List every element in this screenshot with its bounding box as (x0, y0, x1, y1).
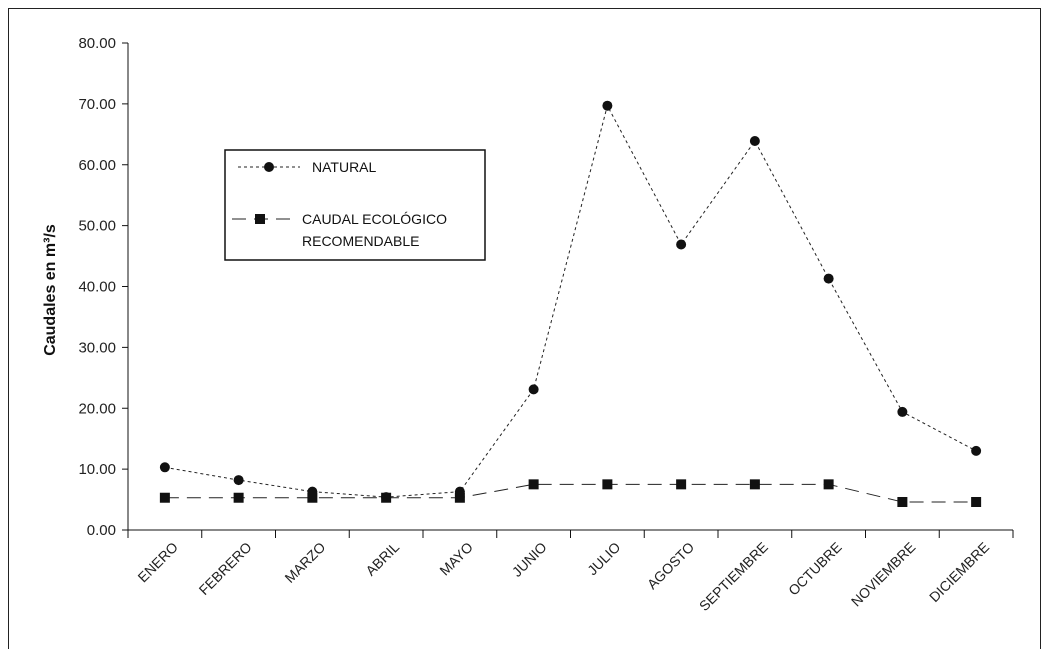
x-tick-label: MARZO (281, 539, 328, 586)
data-point-caudal-ecologico (749, 479, 760, 490)
data-point-caudal-ecologico (528, 479, 539, 490)
series-lines (164, 104, 977, 503)
x-tick-label: SEPTIEMBRE (696, 539, 771, 614)
x-tick-label: ENERO (134, 539, 181, 586)
y-axis-label: Caudales en m³/s (42, 224, 59, 356)
series-markers (159, 100, 982, 507)
y-tick-label: 20.00 (78, 400, 116, 417)
data-point-natural (233, 475, 244, 486)
data-point-natural (159, 462, 170, 473)
legend-natural-marker (264, 162, 274, 172)
legend-caudal-marker (255, 214, 265, 224)
data-point-natural (602, 100, 613, 111)
x-tick-label: FEBRERO (196, 539, 255, 598)
axes (127, 43, 1013, 531)
y-tick-label: 70.00 (78, 96, 116, 113)
data-point-natural (528, 384, 539, 395)
data-point-natural (823, 273, 834, 284)
data-point-natural (897, 406, 908, 417)
y-tick-label: 60.00 (78, 157, 116, 174)
data-point-caudal-ecologico (971, 496, 982, 507)
legend: NATURAL CAUDAL ECOLÓGICO RECOMENDABLE (224, 149, 486, 261)
data-point-natural (971, 445, 982, 456)
legend-caudal-label-line2: RECOMENDABLE (302, 233, 419, 249)
x-tick-label: AGOSTO (644, 539, 698, 593)
y-tick-label: 0.00 (87, 522, 116, 539)
x-tick-label: JULIO (584, 539, 623, 578)
data-point-natural (676, 239, 687, 250)
data-point-caudal-ecologico (602, 479, 613, 490)
legend-caudal-label-line1: CAUDAL ECOLÓGICO (302, 211, 447, 227)
y-axis-ticks: 0.00 10.00 20.00 30.00 40.00 50.00 60.00 70.00 8… (78, 35, 128, 539)
data-point-caudal-ecologico (897, 496, 908, 507)
x-tick-label: NOVIEMBRE (848, 539, 919, 610)
x-tick-label: JUNIO (509, 539, 550, 580)
x-tick-label: DICIEMBRE (926, 539, 992, 605)
data-point-caudal-ecologico (676, 479, 687, 490)
data-point-caudal-ecologico (159, 492, 170, 503)
x-tick-label: MAYO (436, 539, 476, 579)
x-tick-label: OCTUBRE (785, 539, 845, 599)
data-point-natural (749, 136, 760, 147)
x-tick-label: ABRIL (362, 539, 402, 579)
chart-frame (8, 8, 1041, 649)
x-axis-ticks: ENERO FEBRERO MARZO ABRIL MAYO JUNIO JULIO AGOS… (127, 530, 1014, 614)
y-tick-label: 40.00 (78, 279, 116, 296)
y-tick-label: 80.00 (78, 35, 116, 52)
series-line-caudal-ecologico (164, 483, 977, 503)
y-tick-label: 50.00 (78, 218, 116, 235)
data-point-caudal-ecologico (381, 492, 392, 503)
data-point-caudal-ecologico (307, 492, 318, 503)
y-tick-label: 30.00 (78, 339, 116, 356)
y-tick-label: 10.00 (78, 461, 116, 478)
data-point-caudal-ecologico (823, 479, 834, 490)
legend-natural-label: NATURAL (312, 159, 377, 175)
data-point-caudal-ecologico (233, 492, 244, 503)
series-line-natural (164, 104, 977, 498)
data-point-caudal-ecologico (454, 492, 465, 503)
